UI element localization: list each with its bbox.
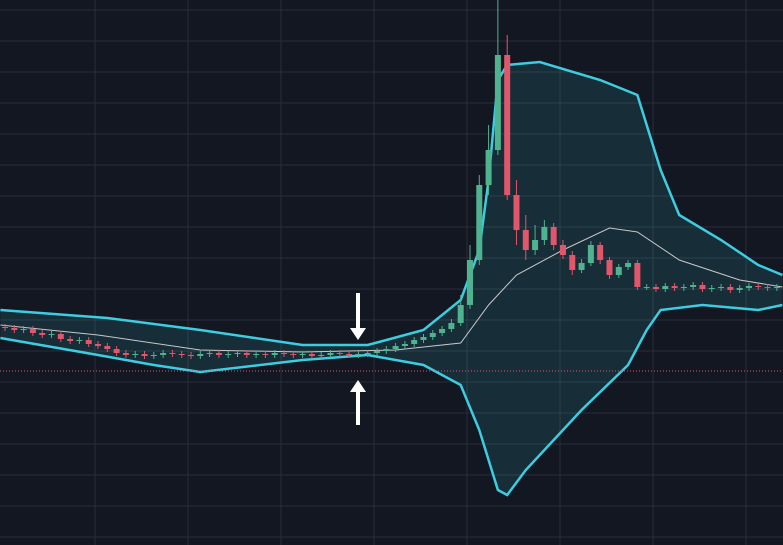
candle-body bbox=[57, 334, 64, 339]
candle-body bbox=[476, 185, 483, 260]
candle-body bbox=[178, 354, 185, 355]
candle-body bbox=[39, 333, 46, 335]
candle-body bbox=[615, 267, 622, 275]
candle-body bbox=[169, 353, 176, 354]
candle-body bbox=[95, 344, 102, 346]
candle-body bbox=[708, 288, 715, 289]
candle-body bbox=[401, 344, 408, 346]
candle-body bbox=[188, 355, 195, 356]
candle-body bbox=[243, 353, 250, 355]
candle-body bbox=[736, 288, 743, 290]
candle-body bbox=[122, 353, 129, 355]
candle-body bbox=[373, 351, 380, 353]
candle-body bbox=[346, 354, 353, 355]
candle-body bbox=[132, 354, 139, 355]
arrow-up bbox=[350, 380, 366, 425]
candle-body bbox=[85, 340, 92, 344]
candle-body bbox=[160, 353, 167, 355]
candle-body bbox=[2, 327, 9, 328]
middle-band bbox=[0, 227, 783, 353]
candle-body bbox=[699, 285, 706, 289]
candle-body bbox=[150, 355, 157, 356]
candle-body bbox=[680, 287, 687, 288]
arrow-down bbox=[350, 293, 366, 340]
candle-body bbox=[513, 195, 520, 230]
candle-body bbox=[550, 227, 557, 245]
candle-body bbox=[494, 55, 501, 150]
candle-body bbox=[485, 150, 492, 185]
candle-body bbox=[11, 328, 18, 330]
candle-body bbox=[197, 354, 204, 356]
candle-body bbox=[429, 333, 436, 337]
lower-band bbox=[0, 303, 783, 497]
candle-body bbox=[773, 287, 780, 288]
candle-body bbox=[606, 260, 613, 275]
candle-body bbox=[671, 286, 678, 288]
candle-body bbox=[587, 245, 594, 263]
candle-body bbox=[448, 323, 455, 329]
candle-body bbox=[234, 353, 241, 354]
candle-body bbox=[48, 334, 55, 335]
candle-body bbox=[225, 354, 232, 355]
candle-body bbox=[504, 55, 511, 195]
candle-body bbox=[457, 305, 464, 323]
candle-body bbox=[299, 354, 306, 355]
candle-body bbox=[281, 353, 288, 354]
candle-body bbox=[755, 286, 762, 287]
candle-body bbox=[522, 230, 529, 250]
candle-body bbox=[141, 354, 148, 356]
candle-body bbox=[20, 329, 27, 330]
candle-body bbox=[206, 353, 213, 354]
candle-body bbox=[597, 245, 604, 260]
squeeze-arrows bbox=[350, 293, 366, 425]
candle-body bbox=[559, 245, 566, 255]
candle-body bbox=[764, 287, 771, 288]
candle-body bbox=[541, 227, 548, 240]
candle-body bbox=[364, 353, 371, 354]
candle-body bbox=[532, 240, 539, 250]
candle-body bbox=[690, 285, 697, 287]
candle-body bbox=[643, 287, 650, 288]
candle-body bbox=[76, 340, 83, 341]
candle-body bbox=[355, 354, 362, 355]
candle-body bbox=[67, 339, 74, 341]
candle-body bbox=[327, 353, 334, 355]
candle-body bbox=[411, 340, 418, 344]
candle-body bbox=[652, 287, 659, 289]
candle-body bbox=[336, 353, 343, 354]
candle-body bbox=[29, 329, 36, 333]
candle-body bbox=[253, 354, 260, 355]
candle-body bbox=[578, 263, 585, 270]
candle-body bbox=[662, 286, 669, 289]
candle-body bbox=[439, 329, 446, 333]
candle-body bbox=[392, 346, 399, 349]
candle-body bbox=[569, 255, 576, 270]
candle-body bbox=[420, 337, 427, 340]
candle-body bbox=[308, 354, 315, 356]
candle-body bbox=[290, 354, 297, 355]
candle-body bbox=[113, 349, 120, 353]
candle-body bbox=[215, 353, 222, 355]
candle-body bbox=[718, 287, 725, 288]
candle-body bbox=[262, 354, 269, 355]
candle-body bbox=[727, 287, 734, 290]
candle-body bbox=[745, 286, 752, 288]
candle-body bbox=[634, 263, 641, 287]
candles bbox=[2, 0, 780, 359]
band-fill bbox=[0, 62, 783, 495]
candle-body bbox=[383, 349, 390, 351]
candle-body bbox=[625, 263, 632, 267]
candle-body bbox=[318, 355, 325, 356]
candle-body bbox=[104, 346, 111, 349]
candle-body bbox=[466, 260, 473, 305]
candle-body bbox=[271, 353, 278, 355]
